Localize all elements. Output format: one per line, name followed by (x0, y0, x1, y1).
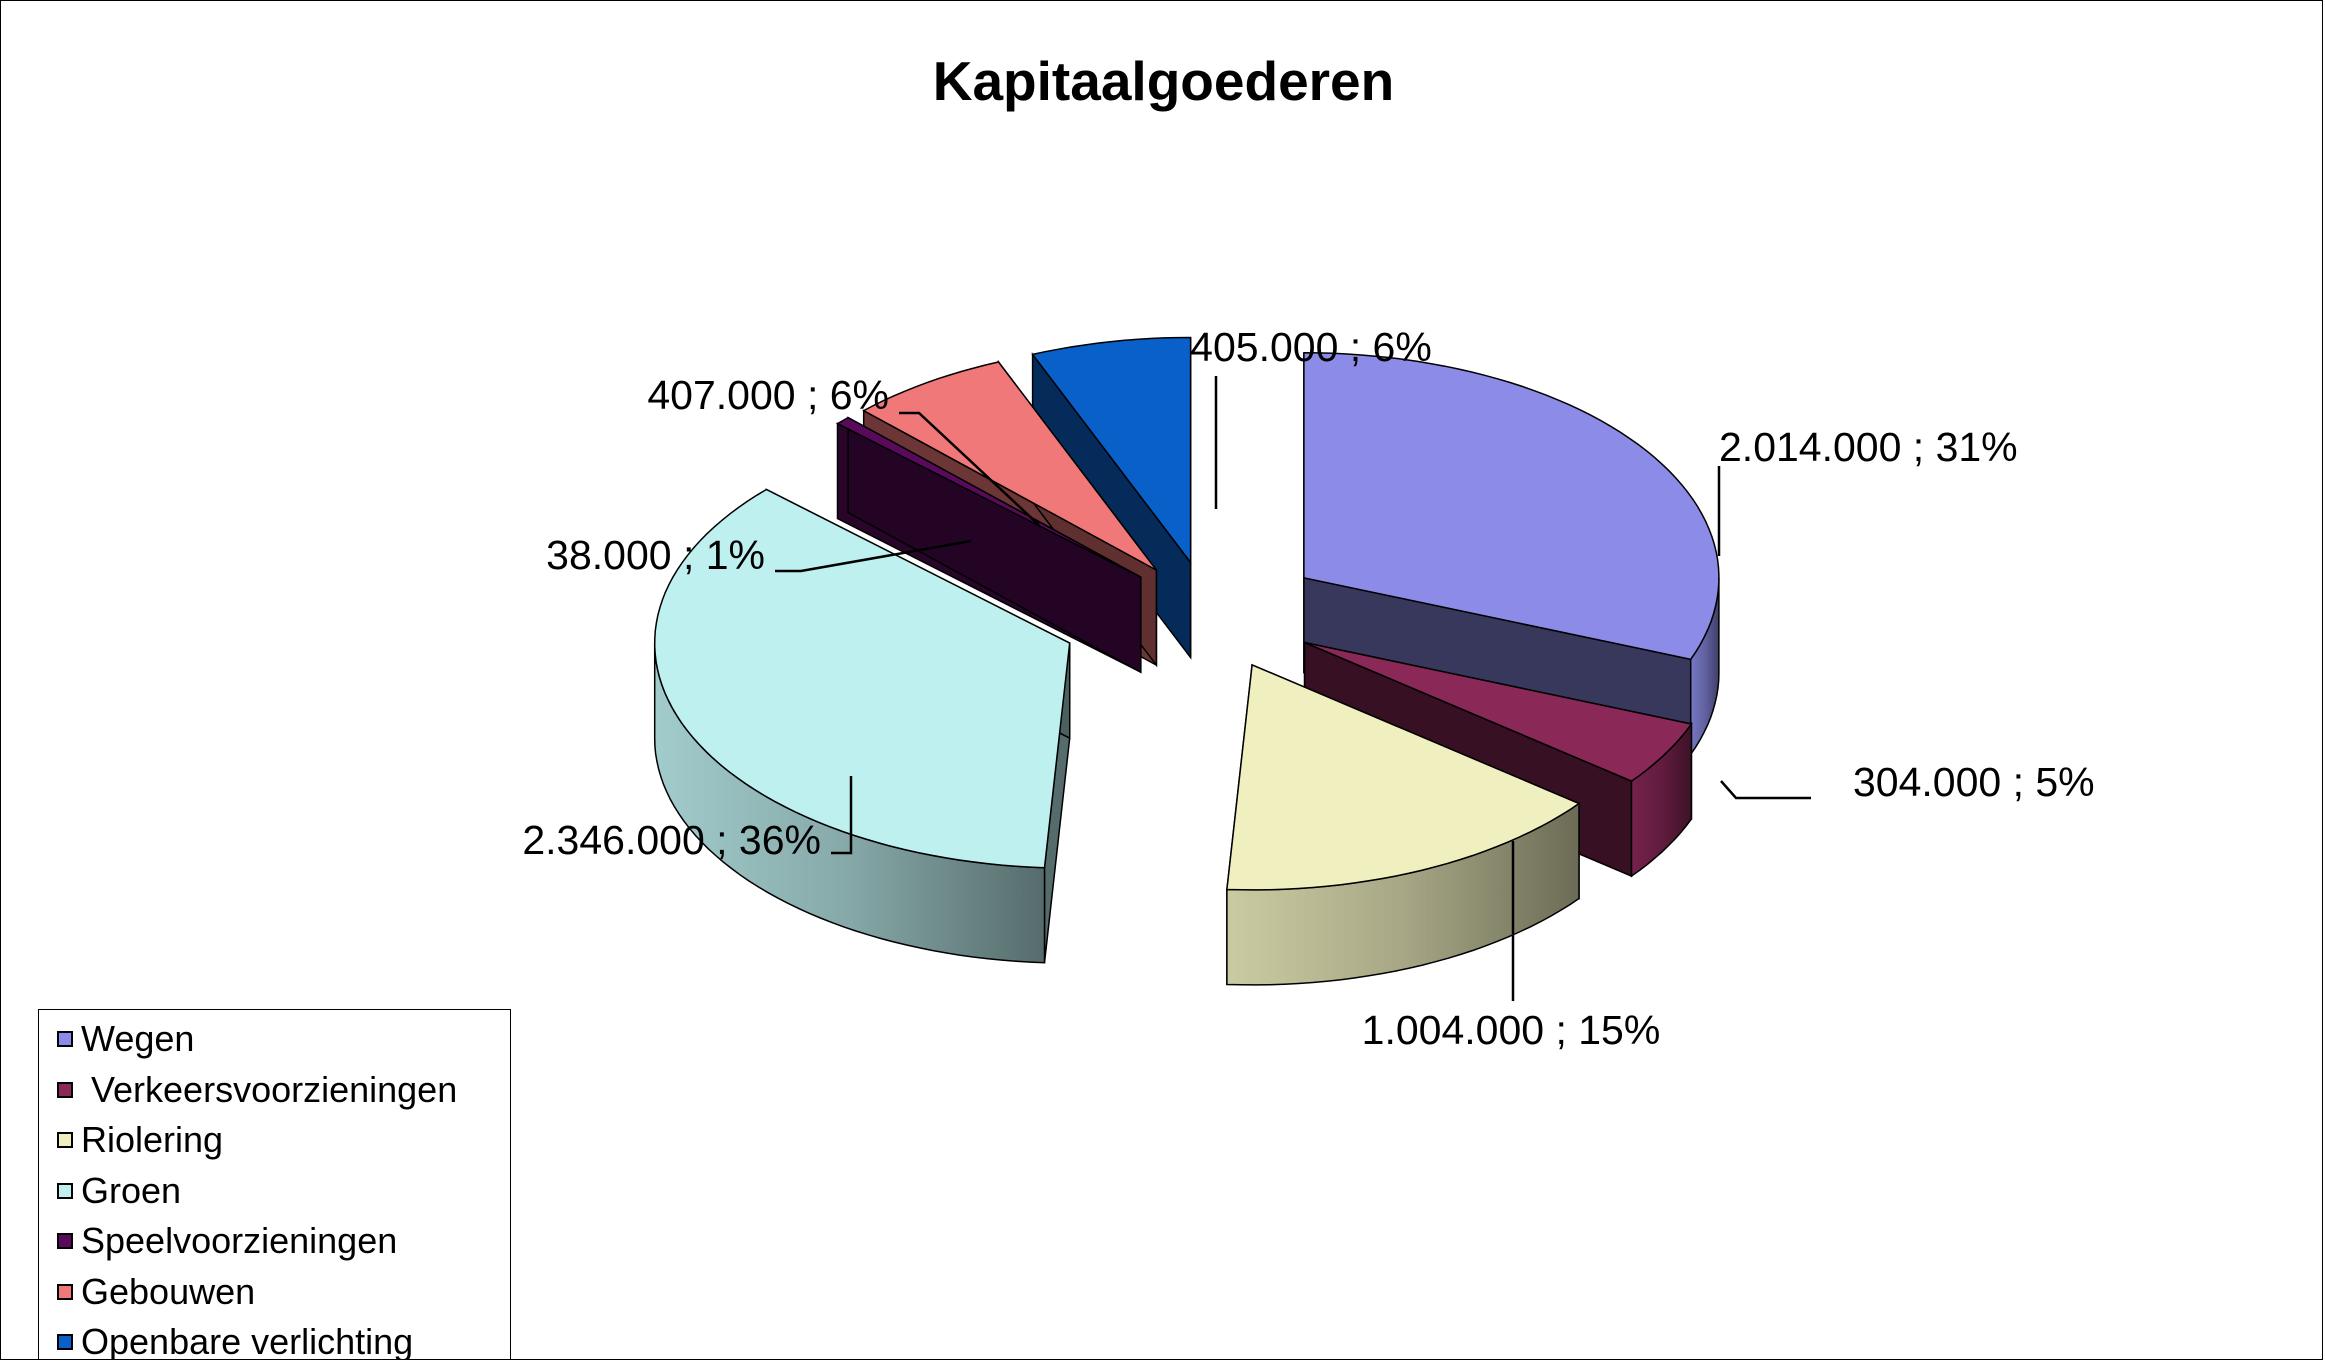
legend-item: Openbare verlichting (57, 1317, 414, 1360)
legend-item: Wegen (57, 1014, 194, 1064)
legend-item: Gebouwen (57, 1267, 255, 1317)
chart-title: Kapitaalgoederen (932, 50, 1395, 112)
data-label: 304.000 ; 5% (1853, 759, 2095, 805)
data-label: 1.004.000 ; 15% (1362, 1007, 1661, 1053)
pie-slice-speelvoorzieningen (835, 416, 1142, 674)
pie-slice-riolering (1226, 663, 1581, 986)
legend-label: Verkeersvoorzieningen (81, 1068, 458, 1110)
legend-swatch (57, 1031, 73, 1047)
data-label: 2.346.000 ; 36% (522, 817, 821, 863)
leader-line (831, 776, 853, 855)
legend-label: Speelvoorzieningen (81, 1220, 398, 1261)
legend-label: Gebouwen (81, 1270, 256, 1312)
legend-item: Riolering (57, 1115, 223, 1165)
leader-line (775, 539, 972, 573)
data-label: 405.000 ; 6% (1190, 324, 1432, 370)
chart-legend: Wegen Verkeersvoorzieningen Riolering Groe… (38, 1009, 511, 1360)
pie-slice-groen (653, 488, 1071, 964)
data-label: 38.000 ; 1% (546, 532, 765, 578)
legend-label: Groen (81, 1169, 182, 1211)
legend-swatch (57, 1182, 73, 1199)
legend-item: Groen (57, 1166, 181, 1216)
legend-swatch (57, 1283, 73, 1300)
legend-label: Openbare verlichting (81, 1321, 414, 1360)
legend-label: Riolering (81, 1119, 224, 1160)
legend-swatch (57, 1233, 73, 1249)
legend-swatch (57, 1334, 73, 1350)
legend-swatch (57, 1132, 73, 1148)
leader-line (899, 411, 1040, 526)
data-label: 2.014.000 ; 31% (1719, 424, 2018, 470)
legend-item: Speelvoorzieningen (57, 1216, 397, 1266)
legend-swatch (57, 1081, 73, 1098)
data-label: 407.000 ; 6% (647, 372, 889, 418)
legend-item: Verkeersvoorzieningen (57, 1065, 457, 1115)
legend-label: Wegen (81, 1018, 195, 1059)
leader-line (1720, 780, 1811, 800)
